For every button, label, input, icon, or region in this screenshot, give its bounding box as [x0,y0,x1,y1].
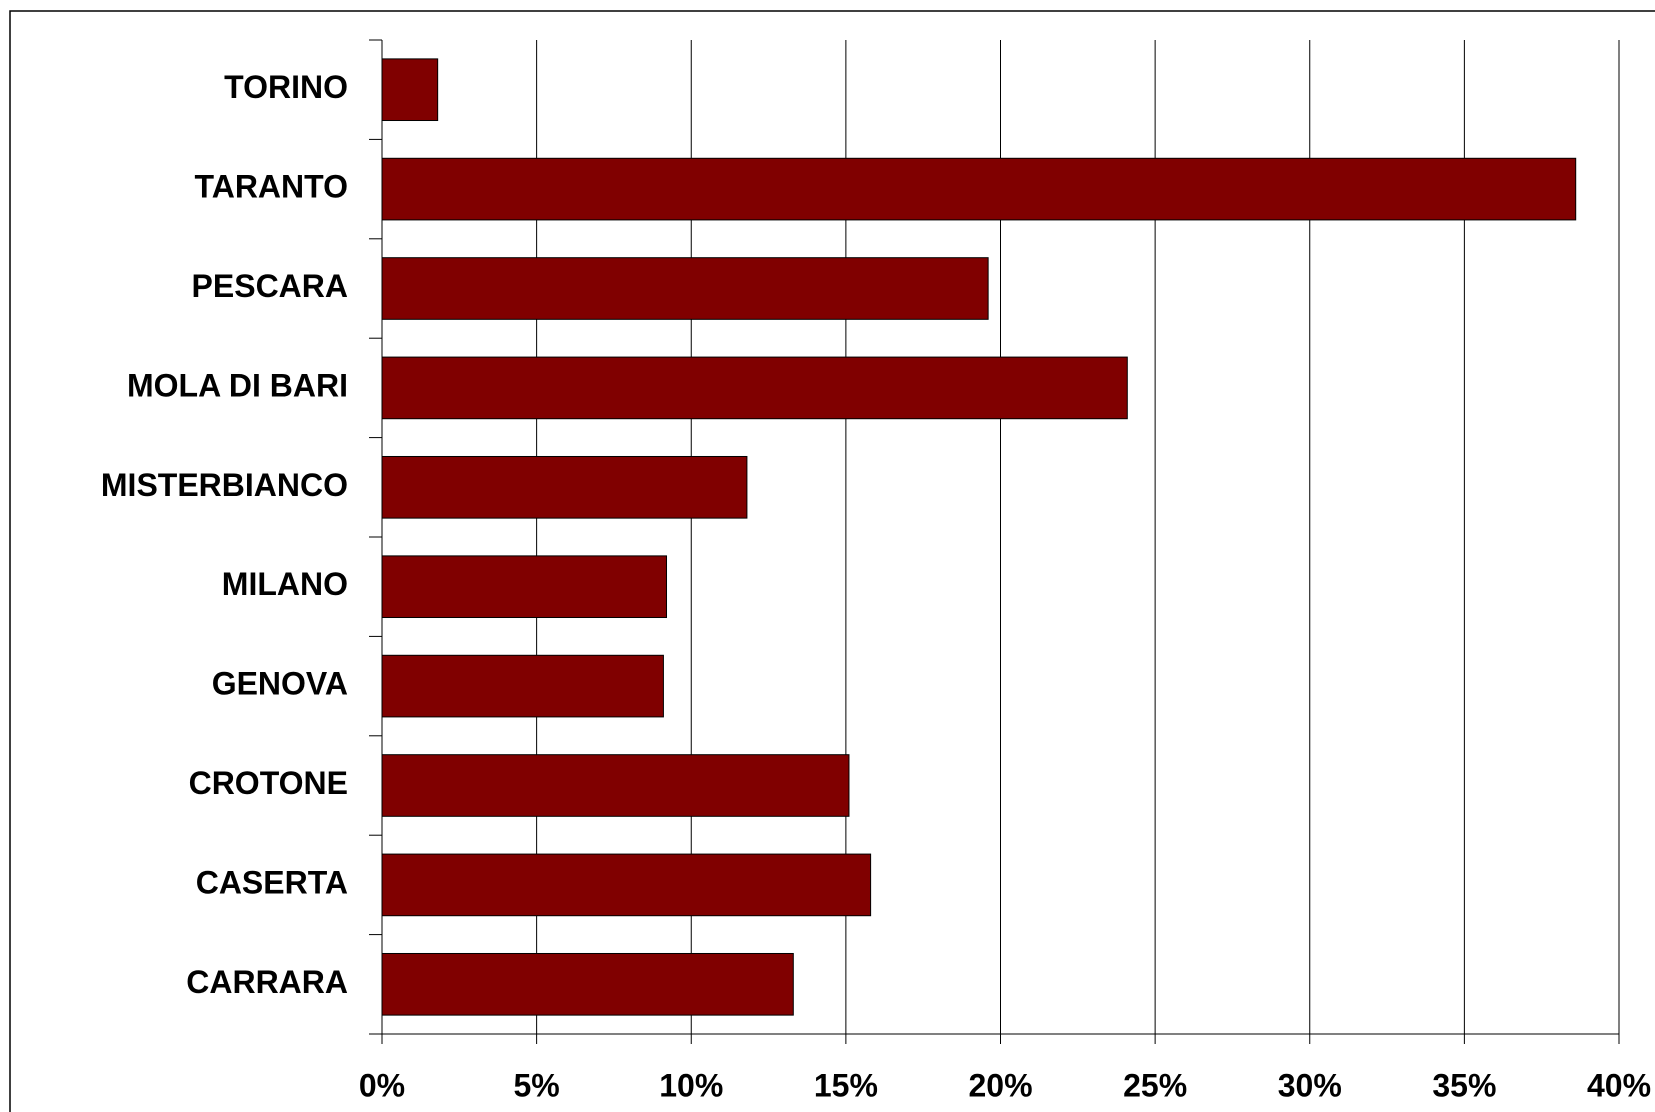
y-tick-label: GENOVA [212,666,348,702]
bar [381,754,850,817]
x-tick-label: 40% [1587,1067,1651,1103]
x-tick-label: 15% [814,1067,878,1103]
bar [381,257,989,320]
x-tick-label: 10% [659,1067,723,1103]
y-tick-label: CARRARA [186,964,348,1000]
y-tick-label: MOLA DI BARI [127,367,348,403]
y-tick-label: MISTERBIANCO [101,467,348,503]
x-tick-label: 30% [1278,1067,1342,1103]
bar [381,58,439,122]
y-tick-label: MILANO [222,566,348,602]
x-tick-label: 20% [968,1067,1032,1103]
bar [381,555,668,619]
bar [381,455,748,519]
bar [381,157,1577,221]
bar [381,952,794,1016]
y-tick-label: TORINO [224,69,348,105]
y-tick-label: CASERTA [196,864,348,900]
x-tick-label: 35% [1432,1067,1496,1103]
x-tick-label: 5% [514,1067,560,1103]
y-tick-label: CROTONE [189,765,348,801]
x-tick-label: 0% [359,1067,405,1103]
y-tick-label: PESCARA [192,268,348,304]
bar [381,853,872,917]
bar [381,654,664,718]
y-tick-label: TARANTO [195,169,348,205]
bar [381,356,1128,420]
x-tick-label: 25% [1123,1067,1187,1103]
